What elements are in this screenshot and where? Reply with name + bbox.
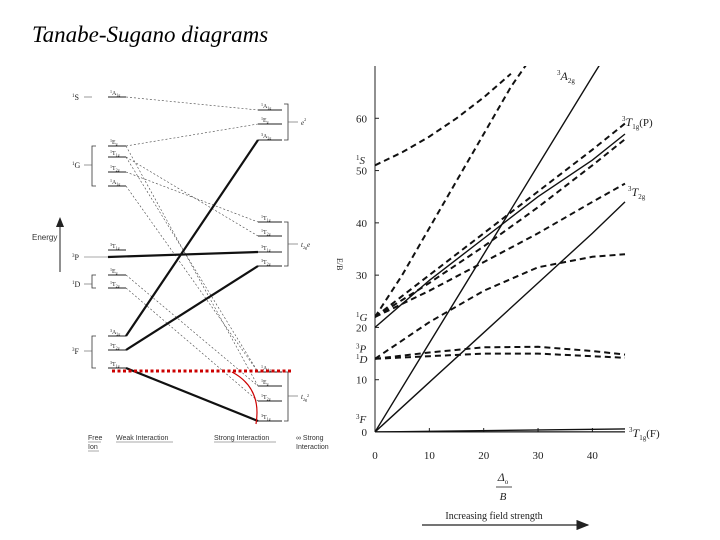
increasing-field-strength-label: Increasing field strength (445, 511, 542, 522)
free-ion-term-1D: 1D (72, 280, 81, 289)
x-axis-label-denominator: B (500, 491, 507, 503)
series-1D-a (375, 253, 626, 360)
series-1S (375, 73, 512, 167)
strong-field-bracket (284, 221, 289, 267)
term-label-3P: 3P (356, 342, 367, 355)
triplet-correlation-line (125, 139, 259, 337)
singlet-correlation-line (125, 123, 259, 147)
strong-state-label: 1T2g (261, 228, 271, 237)
configuration-label: t2ge (301, 241, 310, 250)
strong-state-label: 1A1g (261, 102, 271, 111)
weak-state-label: 3T2g (110, 342, 120, 351)
triplet-correlation-line (125, 265, 259, 351)
singlet-correlation-line (125, 171, 259, 223)
curve-label: 3A2g (557, 69, 575, 85)
series-1D-b (375, 345, 626, 360)
curve-label: 3T2g (628, 185, 646, 201)
x-axis-label-numerator: Δo (497, 470, 509, 486)
footer-weak: Weak Interaction (116, 435, 169, 442)
free-ion-term-1G: 1G (72, 161, 81, 170)
weak-state-label: 3T1g (110, 242, 120, 251)
strong-field-bracket (284, 103, 289, 141)
y-tick-label: 60 (356, 113, 368, 125)
strong-state-label: 3T1g (261, 413, 271, 422)
x-tick-label: 10 (424, 450, 436, 462)
red-angle-arc (231, 371, 258, 425)
y-tick-label: 10 (356, 375, 368, 387)
x-tick-label: 30 (533, 450, 545, 462)
singlet-correlation-line (125, 287, 259, 402)
singlet-correlation-line (125, 145, 259, 387)
series-1D-c (375, 352, 626, 360)
weak-state-label: 1Eg (110, 267, 118, 276)
strong-state-label: 1Eg (261, 116, 269, 125)
strong-state-label: 1Eg (261, 378, 269, 387)
singlet-correlation-line (125, 274, 259, 387)
weak-state-label: 1A1g (110, 89, 120, 98)
footer-strong: Strong Interaction (214, 435, 269, 442)
series-1G-d (375, 66, 527, 318)
weak-state-label: 1A1g (110, 178, 120, 187)
configuration-label: e2 (301, 117, 306, 127)
y-axis-label: E/B (335, 258, 344, 270)
strong-field-bracket (284, 371, 289, 422)
weak-field-bracket (91, 335, 96, 369)
weak-state-label: 3T1g (110, 360, 120, 369)
singlet-correlation-line (125, 156, 259, 237)
term-label-1S: 1S (356, 154, 366, 167)
y-tick-label: 30 (356, 270, 368, 282)
correlation-diagram: Energy 1S 1G 3P 1D 3F 1A1g 1Eg 1T1g 1T2g 1A1g 3T1g 1… (32, 89, 329, 452)
series-1G-c (375, 182, 626, 318)
energy-axis-label: Energy (32, 233, 57, 242)
footer-infinite: Interaction (296, 444, 329, 451)
series-1G-b (375, 138, 626, 318)
strong-state-label: 1T2g (261, 393, 271, 402)
strong-state-label: 1A1g (261, 364, 271, 373)
weak-state-label: 1T2g (110, 164, 120, 173)
triplet-correlation-line (125, 366, 259, 423)
singlet-correlation-line (125, 156, 259, 373)
strong-state-label: 3A2g (261, 132, 271, 141)
footer-infinite: ∞ Strong (296, 435, 324, 442)
configuration-label: t2g2 (301, 393, 309, 402)
weak-state-label: 1T2g (110, 280, 120, 289)
series-3T1g-weak-field-line- (375, 428, 626, 432)
term-label-3F: 3F (356, 413, 367, 426)
slide-title: Tanabe-Sugano diagrams (32, 22, 269, 47)
series-3T2g (375, 201, 626, 432)
footer-free-ion: Free (88, 435, 103, 442)
weak-field-bracket (91, 274, 96, 289)
weak-state-label: 1Eg (110, 138, 118, 147)
weak-field-bracket (91, 145, 96, 187)
singlet-correlation-line (125, 96, 259, 111)
x-tick-label: 40 (587, 450, 599, 462)
series-1G-a (375, 122, 626, 318)
footer-free-ion: Ion (88, 444, 98, 451)
curve-label: 3T1g(F) (629, 426, 660, 442)
weak-state-label: 1T1g (110, 149, 120, 158)
free-ion-term-3P: 3P (72, 253, 80, 262)
triplet-correlation-line (107, 250, 259, 259)
series-3A2g (375, 66, 600, 432)
x-tick-label: 20 (478, 450, 490, 462)
strong-state-label: 3T1g (261, 244, 271, 253)
term-label-1G: 1G (356, 311, 368, 324)
strong-state-label: 3T2g (261, 258, 271, 267)
term-label-1D: 1D (356, 353, 368, 366)
weak-state-label: 3A2g (110, 328, 120, 337)
y-tick-label: 40 (356, 218, 368, 230)
free-ion-term-3F: 3F (72, 347, 80, 356)
strong-state-label: 1T1g (261, 214, 271, 223)
y-tick-label: 0 (362, 427, 368, 439)
y-tick-label: 20 (356, 322, 368, 334)
free-ion-term-1S: 1S (72, 93, 79, 102)
curve-label: 3T1g(P) (622, 115, 653, 131)
x-tick-label: 0 (372, 450, 378, 462)
y-tick-label: 50 (356, 166, 368, 178)
